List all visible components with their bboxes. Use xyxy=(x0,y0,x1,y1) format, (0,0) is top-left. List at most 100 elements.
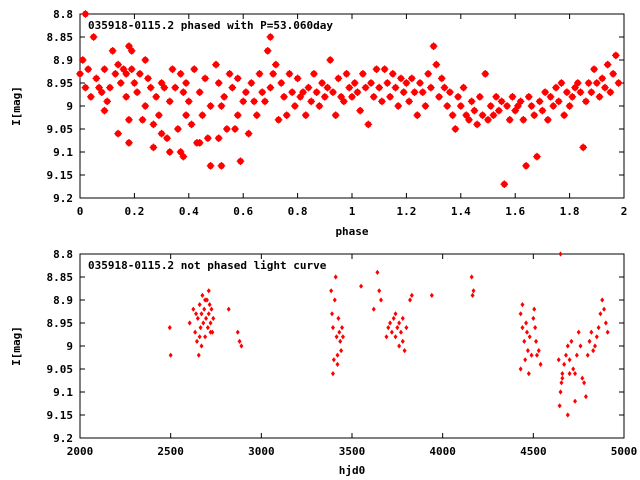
data-point xyxy=(217,102,226,110)
data-point xyxy=(359,283,364,289)
data-point xyxy=(233,111,242,119)
data-point xyxy=(562,361,567,367)
data-point xyxy=(578,343,583,349)
x-tick-label: 1.8 xyxy=(560,205,580,218)
data-point xyxy=(195,139,204,147)
data-point xyxy=(204,134,212,142)
data-point xyxy=(336,315,341,321)
data-point xyxy=(495,106,503,115)
data-point xyxy=(195,315,200,321)
data-point xyxy=(574,352,579,358)
data-point xyxy=(125,116,133,124)
data-point xyxy=(315,102,324,110)
data-point xyxy=(244,129,253,138)
data-point xyxy=(304,83,313,92)
data-point xyxy=(330,311,335,317)
data-point xyxy=(103,97,111,106)
data-point xyxy=(569,338,574,344)
data-point xyxy=(214,79,223,87)
data-point xyxy=(239,343,244,349)
data-point xyxy=(432,60,441,69)
x-tick-label: 0.8 xyxy=(288,205,308,218)
data-point xyxy=(565,343,570,349)
x-tick-label: 4500 xyxy=(520,445,547,458)
data-point xyxy=(326,56,335,64)
data-point xyxy=(514,102,522,110)
data-point xyxy=(199,311,204,317)
data-point xyxy=(206,102,215,110)
data-point xyxy=(520,302,525,308)
x-tick-label: 1 xyxy=(349,205,356,218)
data-point xyxy=(388,320,393,326)
data-point xyxy=(418,88,427,96)
data-point xyxy=(84,65,92,73)
data-point xyxy=(377,288,382,294)
data-point xyxy=(293,74,302,83)
data-point xyxy=(378,97,386,106)
data-point xyxy=(228,83,237,92)
data-point xyxy=(527,334,532,340)
data-point xyxy=(568,93,577,101)
data-point xyxy=(212,60,220,69)
data-point xyxy=(538,106,547,115)
data-points xyxy=(167,251,610,418)
data-point xyxy=(594,334,599,340)
x-tick-label: 0.6 xyxy=(233,205,253,218)
data-point xyxy=(563,88,571,96)
data-point xyxy=(291,102,299,110)
data-point xyxy=(111,70,120,78)
y-tick-label: 9.2 xyxy=(53,192,73,205)
data-point xyxy=(329,88,337,96)
data-point xyxy=(176,70,185,78)
data-point xyxy=(595,93,604,101)
data-point xyxy=(144,74,152,83)
data-point xyxy=(95,83,103,92)
data-point xyxy=(518,366,523,372)
data-point xyxy=(559,380,564,386)
data-points xyxy=(76,10,623,188)
y-tick-label: 8.85 xyxy=(47,31,74,44)
data-point xyxy=(389,70,397,78)
data-point xyxy=(443,102,451,110)
data-point xyxy=(100,65,109,73)
data-point xyxy=(400,315,405,321)
data-point xyxy=(576,88,585,96)
x-axis-label: phase xyxy=(335,225,368,238)
data-point xyxy=(117,79,125,87)
data-point xyxy=(592,343,597,349)
data-point xyxy=(560,111,568,119)
x-tick-label: 2 xyxy=(621,205,628,218)
data-point xyxy=(565,412,570,418)
data-point xyxy=(203,334,208,340)
y-tick-label: 9 xyxy=(66,340,73,353)
x-tick-label: 2000 xyxy=(67,445,94,458)
data-point xyxy=(397,320,402,326)
data-point xyxy=(478,111,487,119)
data-point xyxy=(332,297,337,303)
data-point xyxy=(133,88,141,96)
data-point xyxy=(280,93,288,101)
data-point xyxy=(609,70,617,78)
data-point xyxy=(214,134,223,142)
data-point xyxy=(235,329,240,335)
y-tick-label: 9 xyxy=(66,100,73,113)
data-point xyxy=(236,157,245,165)
x-tick-label: 4000 xyxy=(429,445,456,458)
data-point xyxy=(149,120,158,129)
data-point xyxy=(348,93,356,101)
data-point xyxy=(165,97,174,106)
data-point xyxy=(233,74,242,83)
data-point xyxy=(194,311,199,317)
data-point xyxy=(589,329,594,335)
data-point xyxy=(532,306,537,312)
data-point xyxy=(307,97,315,106)
data-point xyxy=(573,371,578,377)
data-point xyxy=(459,83,468,92)
data-point xyxy=(384,334,389,340)
data-point xyxy=(489,111,498,119)
data-point xyxy=(563,352,568,358)
y-tick-label: 8.9 xyxy=(53,294,73,307)
data-point xyxy=(168,352,173,358)
plot-frame xyxy=(79,253,625,439)
data-point xyxy=(558,389,563,395)
